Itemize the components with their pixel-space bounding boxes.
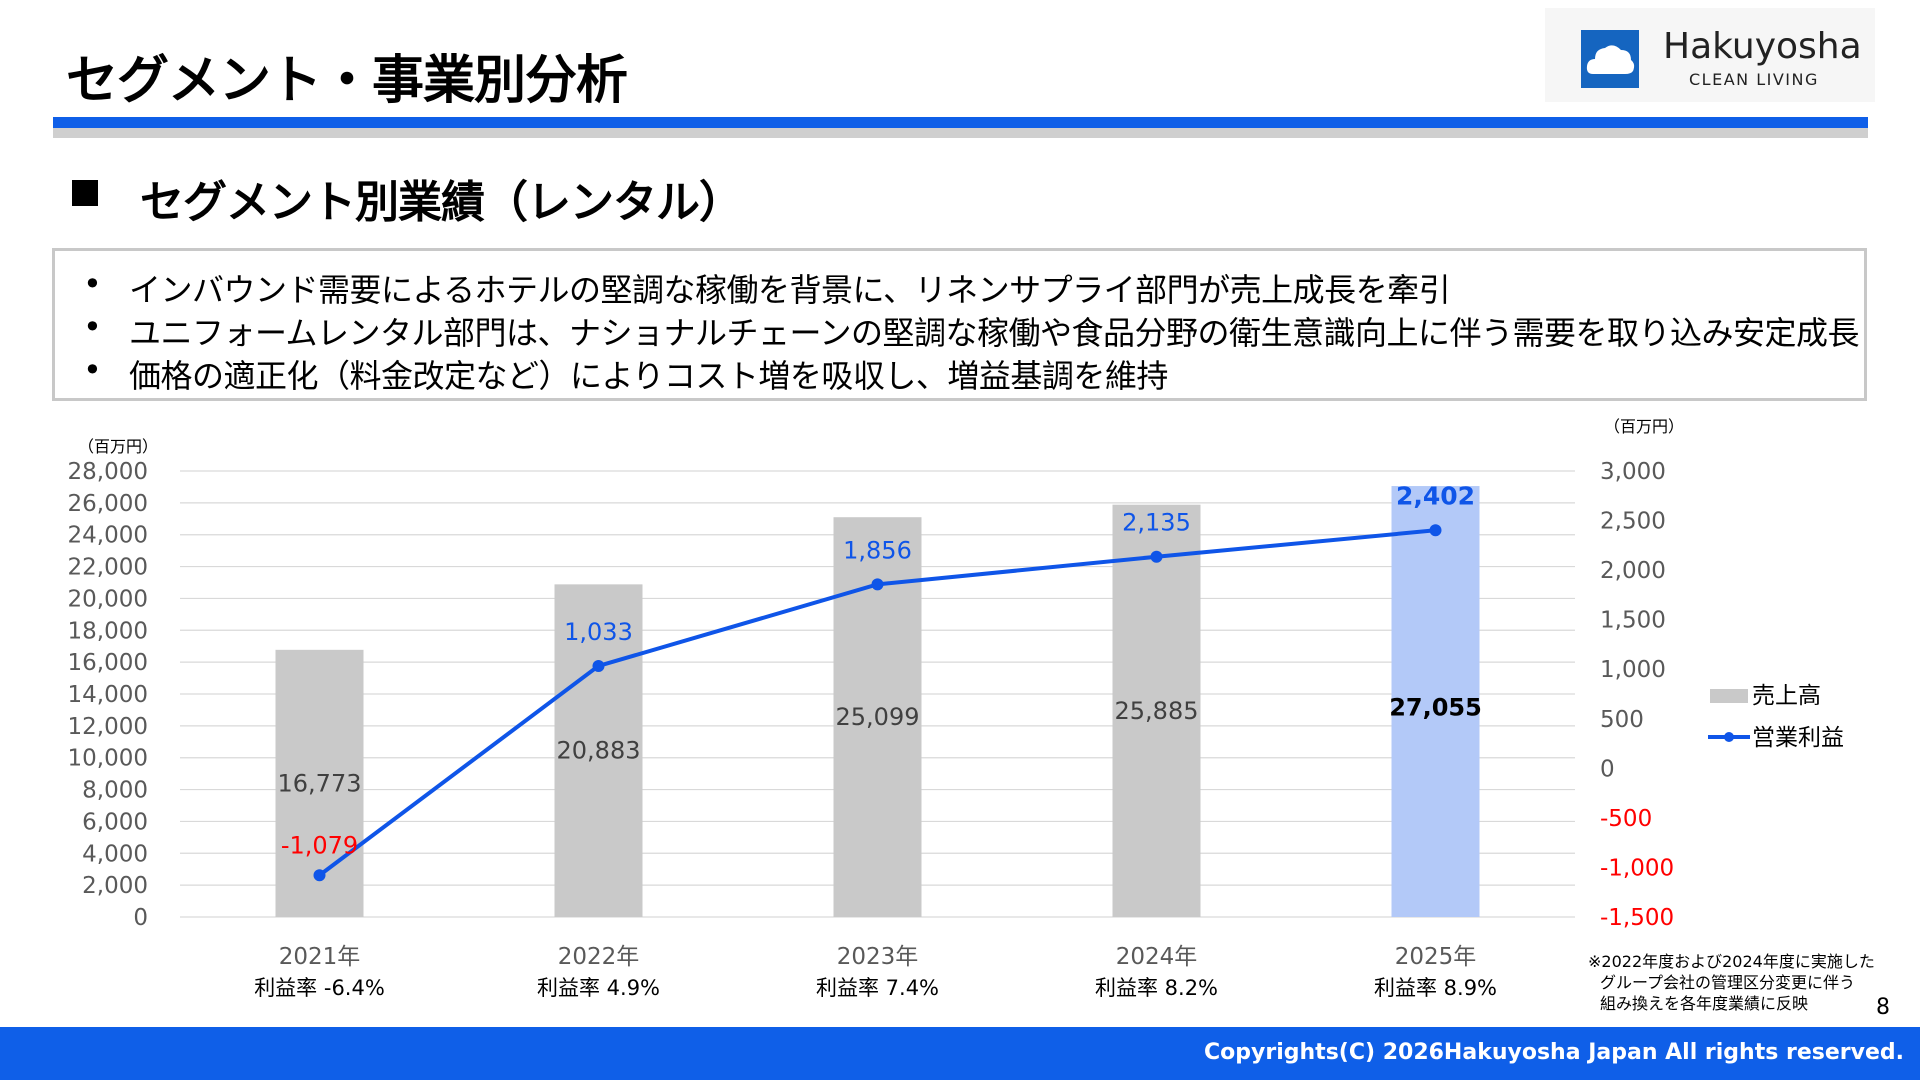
logo-name: Hakuyosha xyxy=(1663,26,1862,67)
right-tick-label: 1,000 xyxy=(1600,657,1666,683)
bar-sales xyxy=(1112,504,1201,917)
cloud-icon xyxy=(1581,30,1639,88)
right-tick-label: -1,500 xyxy=(1600,905,1674,931)
left-tick-label: 14,000 xyxy=(68,682,148,708)
note-line: ※2022年度および2024年度に実施した xyxy=(1588,952,1875,971)
section-title: セグメント別業績（レンタル） xyxy=(140,177,743,228)
margin-label: 利益率 -6.4% xyxy=(254,976,385,1000)
right-unit-label: （百万円） xyxy=(1604,417,1684,436)
category-label: 2023年 xyxy=(837,944,919,970)
profit-line: -1,079 1,033 1,856 2,135 2,402 xyxy=(281,481,1475,882)
category-label: 2022年 xyxy=(558,944,640,970)
left-tick-label: 24,000 xyxy=(68,523,148,549)
page-title: セグメント・事業別分析 xyxy=(66,51,628,111)
note-line: 組み換えを各年度業績に反映 xyxy=(1600,994,1808,1013)
bullet-text: ユニフォームレンタル部門は、ナショナルチェーンの堅調な稼働や食品分野の衛生意識向… xyxy=(129,314,1859,352)
left-tick-label: 20,000 xyxy=(68,586,148,612)
profit-point xyxy=(1150,550,1163,563)
footer-bar: Copyrights(C) 2026Hakuyosha Japan All ri… xyxy=(0,1027,1920,1080)
bar-sales xyxy=(554,584,643,917)
section-marker xyxy=(72,180,98,206)
segment-chart: 0 2,000 4,000 6,000 8,000 10,000 12,000 14,000 1… xyxy=(68,417,1875,1013)
left-tick-label: 6,000 xyxy=(82,809,148,835)
bar-value-label: 25,885 xyxy=(1115,697,1199,725)
header-rule-gray xyxy=(53,128,1868,138)
bar-value-labels: 16,773 20,883 25,099 25,885 27,055 xyxy=(278,694,1482,798)
profit-value-label: 1,033 xyxy=(564,618,633,646)
left-axis: 0 2,000 4,000 6,000 8,000 10,000 12,000 14,000 1… xyxy=(68,459,148,931)
bullet-text: 価格の適正化（料金改定など）によりコスト増を吸収し、増益基調を維持 xyxy=(129,357,1168,395)
margin-label: 利益率 8.9% xyxy=(1374,976,1497,1000)
bar-sales xyxy=(1391,486,1480,917)
left-tick-label: 28,000 xyxy=(68,459,148,485)
bullet-dot: • xyxy=(83,351,102,389)
legend-label-sales: 売上高 xyxy=(1752,683,1821,709)
right-tick-label: -1,000 xyxy=(1600,855,1674,881)
category-label: 2025年 xyxy=(1395,944,1477,970)
profit-point xyxy=(871,578,884,591)
left-tick-label: 26,000 xyxy=(68,491,148,517)
profit-value-label: 1,856 xyxy=(843,536,912,564)
left-tick-label: 16,000 xyxy=(68,650,148,676)
summary-box: • インバウンド需要によるホテルの堅調な稼働を背景に、リネンサプライ部門が売上成… xyxy=(52,248,1867,401)
bar-value-label: 25,099 xyxy=(836,703,920,731)
left-tick-label: 18,000 xyxy=(68,618,148,644)
profit-value-label: 2,135 xyxy=(1122,509,1191,537)
margin-label: 利益率 8.2% xyxy=(1095,976,1218,1000)
bar-value-label: 27,055 xyxy=(1389,694,1482,722)
legend: 売上高 営業利益 xyxy=(1708,683,1844,751)
right-tick-label: -500 xyxy=(1600,806,1652,832)
right-tick-label: 1,500 xyxy=(1600,608,1666,634)
right-tick-label: 3,000 xyxy=(1600,459,1666,485)
right-tick-label: 2,000 xyxy=(1600,558,1666,584)
left-tick-label: 2,000 xyxy=(82,873,148,899)
left-tick-label: 22,000 xyxy=(68,555,148,581)
left-tick-label: 4,000 xyxy=(82,841,148,867)
left-unit-label: （百万円） xyxy=(78,437,158,456)
bar-value-label: 16,773 xyxy=(278,769,362,797)
profit-point xyxy=(313,869,326,882)
bullet-dot: • xyxy=(83,265,102,303)
bullet-dot: • xyxy=(83,308,102,346)
header-rule-blue xyxy=(53,117,1868,128)
margin-label: 利益率 7.4% xyxy=(816,976,939,1000)
category-label: 2024年 xyxy=(1116,944,1198,970)
profit-value-label: 2,402 xyxy=(1396,481,1475,510)
right-tick-label: 0 xyxy=(1600,756,1615,782)
bullet-text: インバウンド需要によるホテルの堅調な稼働を背景に、リネンサプライ部門が売上成長を… xyxy=(129,271,1451,309)
legend-swatch-sales xyxy=(1710,689,1748,703)
category-label: 2021年 xyxy=(279,944,361,970)
note-line: グループ会社の管理区分変更に伴う xyxy=(1600,973,1855,992)
logo-subtitle: CLEAN LIVING xyxy=(1689,70,1819,89)
right-tick-label: 2,500 xyxy=(1600,509,1666,535)
company-logo: Hakuyosha CLEAN LIVING xyxy=(1545,8,1875,102)
left-tick-label: 8,000 xyxy=(82,778,148,804)
right-axis: -1,500 -1,000 -500 0 500 1,000 1,500 2,000 2,500… xyxy=(1600,459,1674,931)
legend-label-profit: 営業利益 xyxy=(1752,725,1844,751)
margin-label: 利益率 4.9% xyxy=(537,976,660,1000)
right-tick-label: 500 xyxy=(1600,707,1644,733)
left-tick-label: 10,000 xyxy=(68,746,148,772)
profit-point xyxy=(592,659,605,672)
left-tick-label: 0 xyxy=(133,905,148,931)
left-tick-label: 12,000 xyxy=(68,714,148,740)
profit-point xyxy=(1429,524,1442,537)
legend-marker-profit xyxy=(1724,732,1734,742)
chart-note: ※2022年度および2024年度に実施した グループ会社の管理区分変更に伴う 組… xyxy=(1588,952,1875,1013)
profit-value-label: -1,079 xyxy=(281,831,358,859)
footer-copyright: Copyrights(C) 2026Hakuyosha Japan All ri… xyxy=(1204,1040,1904,1065)
bar-value-label: 20,883 xyxy=(557,737,641,765)
page-number: 8 xyxy=(1876,995,1890,1020)
